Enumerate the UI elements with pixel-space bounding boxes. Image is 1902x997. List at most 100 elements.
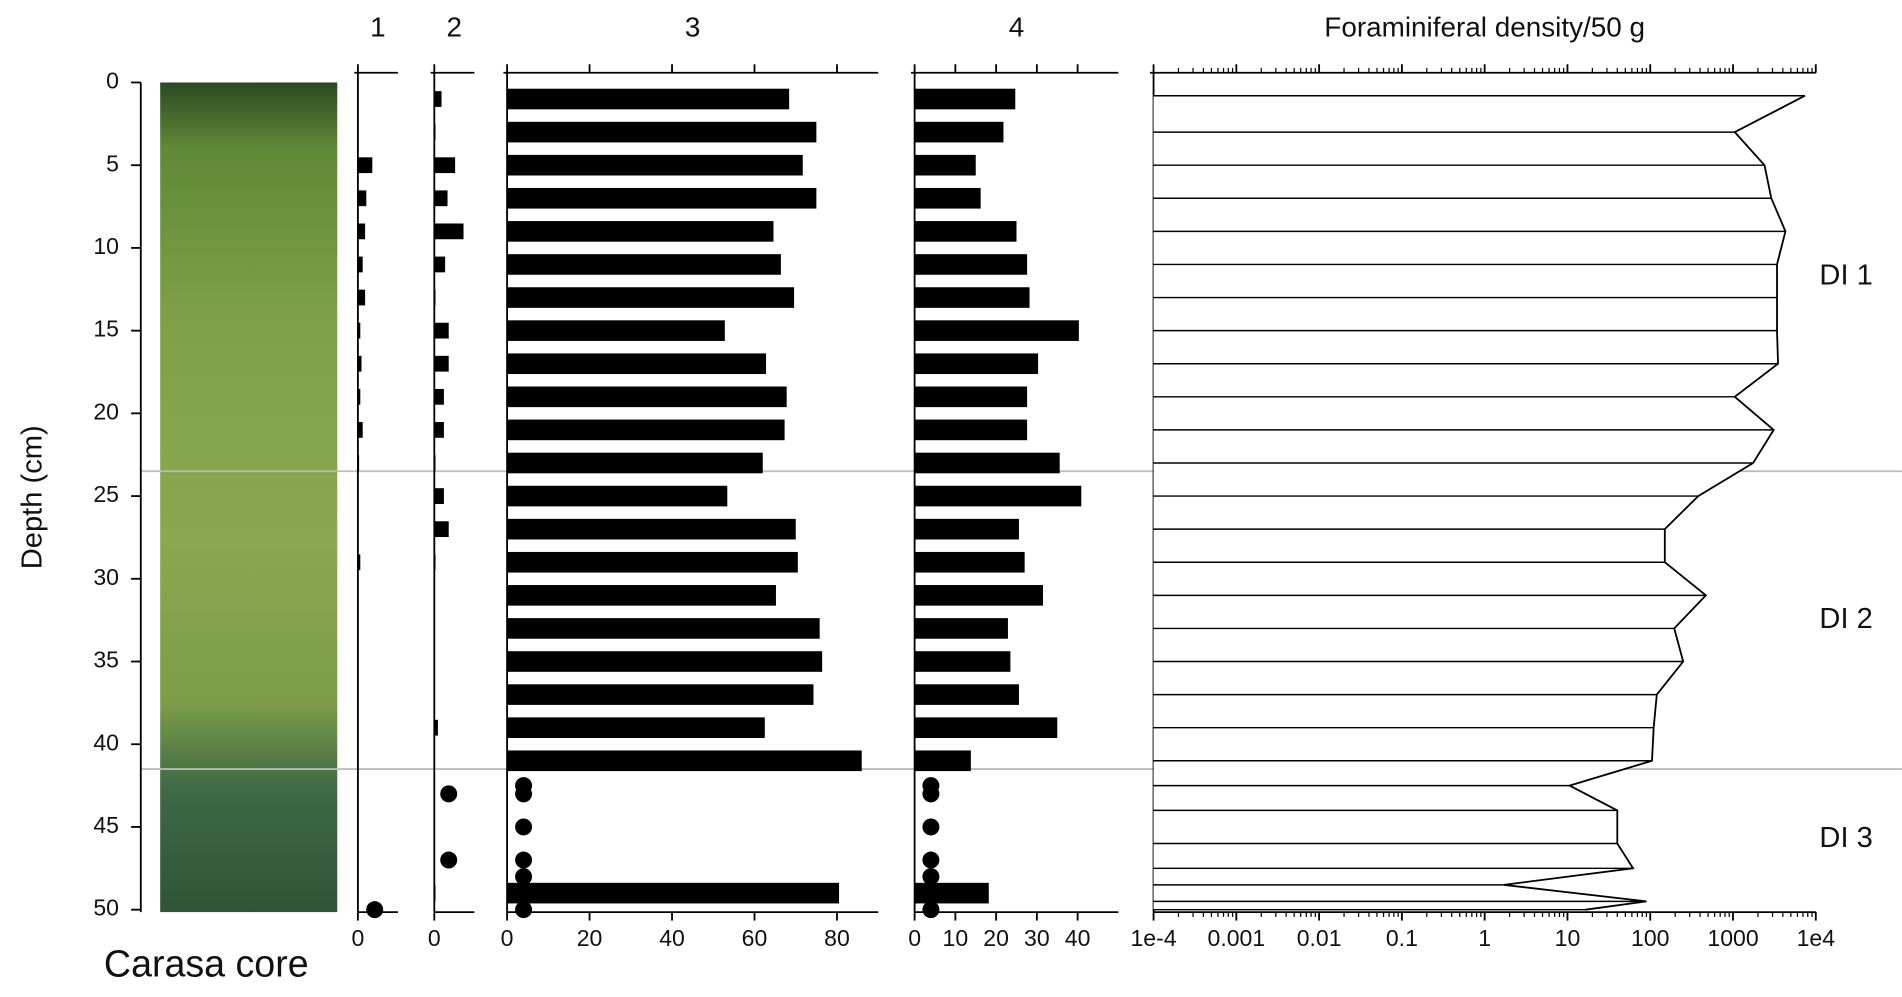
bar: [914, 121, 1004, 143]
bar: [357, 455, 360, 471]
bar: [507, 750, 862, 772]
x-tick-label: 40: [1065, 925, 1091, 951]
bar: [507, 485, 728, 507]
sample-dot: [515, 851, 533, 869]
bar: [507, 882, 840, 904]
bar: [914, 717, 1058, 738]
bar: [914, 320, 1079, 341]
panel-title: 4: [1009, 11, 1025, 42]
bar: [357, 322, 361, 339]
x-tick-label: 0: [428, 925, 441, 951]
zone-label: DI 2: [1819, 603, 1872, 635]
y-tick-label: 40: [93, 729, 119, 755]
bar: [914, 651, 1011, 672]
y-tick-label: 35: [93, 647, 119, 673]
y-tick-label: 10: [93, 233, 119, 259]
bar: [357, 223, 366, 240]
sample-dot: [922, 818, 940, 836]
panel-title: 3: [685, 11, 701, 42]
bar: [914, 187, 981, 209]
bar: [357, 554, 361, 571]
bar: [914, 287, 1030, 308]
sample-dot: [515, 785, 533, 803]
zone-label: DI 3: [1819, 822, 1872, 854]
x-tick-label: 20: [983, 925, 1009, 951]
bar: [434, 455, 436, 471]
y-tick-label: 30: [93, 564, 119, 590]
sample-dot: [922, 868, 940, 886]
bar: [507, 618, 820, 639]
panel-title: 1: [370, 11, 386, 42]
bar: [507, 254, 781, 275]
bar: [434, 91, 442, 107]
bar: [507, 320, 725, 341]
bar: [507, 651, 823, 672]
bar: [914, 518, 1019, 540]
y-tick-label: 0: [106, 68, 119, 94]
bar: [434, 488, 444, 504]
bar: [914, 750, 971, 772]
bar: [434, 322, 449, 339]
sample-dot: [922, 851, 940, 869]
bar: [914, 551, 1025, 573]
x-tick-label: 10: [1555, 925, 1581, 951]
x-tick-label: 1000: [1707, 925, 1758, 951]
y-tick-label: 20: [93, 398, 119, 424]
panel-title: 2: [447, 11, 463, 42]
bar: [507, 518, 796, 540]
sample-dot: [922, 901, 940, 919]
panel-title: Foraminiferal density/50 g: [1324, 11, 1645, 42]
x-tick-label: 0: [351, 925, 364, 951]
x-tick-label: 0.001: [1208, 925, 1266, 951]
bar: [434, 124, 436, 140]
x-tick-label: 1: [1478, 925, 1491, 951]
y-tick-label: 5: [106, 150, 119, 176]
bar: [507, 551, 798, 573]
sample-dot: [440, 851, 458, 869]
bar: [914, 618, 1008, 639]
bar: [914, 485, 1082, 507]
x-tick-label: 0: [501, 925, 514, 951]
bar: [914, 254, 1028, 275]
sample-dot: [515, 901, 533, 919]
bar: [914, 419, 1028, 441]
x-tick-label: 1e4: [1797, 925, 1836, 951]
bar: [434, 223, 464, 240]
x-tick-label: 1e-4: [1130, 925, 1176, 951]
x-tick-label: 0: [908, 925, 921, 951]
bar: [357, 388, 361, 405]
y-tick-label: 45: [93, 812, 119, 838]
x-tick-label: 20: [577, 925, 603, 951]
sample-dot: [515, 818, 533, 836]
bar: [434, 422, 444, 438]
bar: [434, 256, 446, 273]
bar: [507, 452, 763, 474]
bar: [507, 386, 787, 408]
bar: [357, 289, 366, 306]
sample-dot: [440, 785, 458, 803]
bar: [914, 684, 1019, 705]
bar: [914, 452, 1060, 474]
bar: [507, 121, 817, 143]
y-axis-label: Depth (cm): [17, 425, 49, 569]
bar: [434, 719, 438, 736]
bar: [507, 684, 814, 705]
bar: [507, 585, 776, 606]
y-tick-label: 25: [93, 481, 119, 507]
bar: [434, 355, 449, 372]
x-tick-label: 40: [659, 925, 685, 951]
x-tick-label: 60: [742, 925, 768, 951]
sample-dot: [922, 785, 940, 803]
bar: [914, 353, 1039, 375]
bar: [434, 190, 448, 207]
sample-dot: [515, 868, 533, 886]
bar: [507, 187, 817, 209]
density-line: [1503, 94, 1806, 911]
y-tick-label: 50: [93, 895, 119, 921]
bar: [434, 157, 456, 174]
bar: [507, 221, 774, 242]
bar: [434, 554, 436, 571]
bar: [914, 88, 1016, 110]
